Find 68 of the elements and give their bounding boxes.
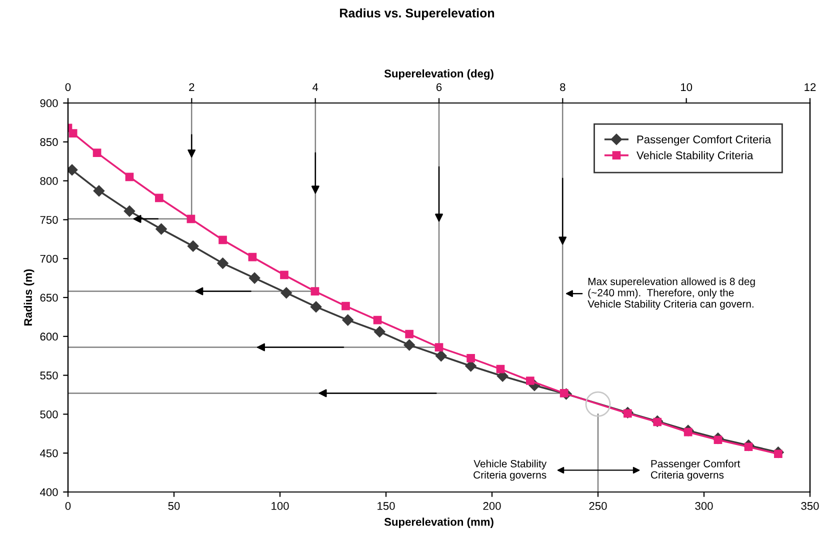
point xyxy=(373,316,382,324)
point xyxy=(434,343,444,352)
y-tick-label: 750 xyxy=(40,216,58,224)
x-tick-label: 100 xyxy=(272,502,289,510)
point xyxy=(92,148,102,157)
x-tick-label: 250 xyxy=(589,502,607,510)
point xyxy=(187,240,199,252)
point xyxy=(154,194,164,202)
annotation: Vehicle Stability Criteria governs xyxy=(474,460,547,481)
x2-tick-label: 6 xyxy=(436,83,442,92)
x2-tick-label: 8 xyxy=(560,83,566,92)
annotation: Max superelevation allowed is 8 deg (~240 mm). Therefore, only the Vehicle Stability Criteria can govern. xyxy=(588,278,755,310)
point xyxy=(404,339,415,351)
point xyxy=(624,409,632,418)
x-tick-label: 350 xyxy=(801,502,819,510)
point xyxy=(405,330,414,338)
y-tick-label: 600 xyxy=(40,332,58,341)
legend-label: Passenger Comfort Criteria xyxy=(637,135,772,146)
point xyxy=(248,252,257,262)
point xyxy=(68,129,78,138)
point xyxy=(125,172,134,182)
point xyxy=(526,376,534,385)
y-tick-label: 400 xyxy=(40,488,58,496)
point xyxy=(156,223,167,235)
x2-axis-title: Superelevation (deg) xyxy=(384,69,494,80)
x-tick-label: 50 xyxy=(168,502,180,510)
x-axis-title: Superelevation (mm) xyxy=(384,518,494,528)
point xyxy=(342,302,350,310)
y-tick-label: 900 xyxy=(40,99,58,108)
point xyxy=(186,214,196,224)
x-tick-label: 300 xyxy=(695,502,713,510)
point xyxy=(560,389,568,398)
point xyxy=(436,350,447,362)
x-tick-label: 200 xyxy=(483,502,501,510)
x2-tick-label: 10 xyxy=(681,83,692,92)
x-tick-label: 0 xyxy=(65,502,71,510)
point xyxy=(280,270,288,280)
point xyxy=(342,314,354,326)
y-axis-title: Radius (m) xyxy=(24,269,34,326)
point xyxy=(217,258,228,269)
point xyxy=(684,428,692,436)
y-tick-label: 650 xyxy=(40,294,58,302)
x2-tick-label: 4 xyxy=(312,83,318,91)
point xyxy=(248,272,260,284)
x-tick-label: 150 xyxy=(378,502,395,510)
point xyxy=(310,287,320,296)
y-tick-label: 500 xyxy=(40,410,58,418)
point xyxy=(466,354,475,362)
legend-label: Vehicle Stability Criteria xyxy=(636,151,754,162)
chart-title: Radius vs. Superelevation xyxy=(340,8,494,20)
point xyxy=(496,364,505,374)
x2-tick-label: 2 xyxy=(189,83,194,91)
point xyxy=(124,206,136,217)
annotation: Passenger Comfort Criteria governs xyxy=(651,460,740,481)
point xyxy=(218,236,227,244)
x2-tick-label: 12 xyxy=(804,83,816,91)
y-tick-label: 850 xyxy=(40,138,58,146)
point xyxy=(310,301,322,312)
x2-tick-label: 0 xyxy=(65,83,71,92)
y-tick-label: 800 xyxy=(40,177,58,185)
point xyxy=(280,287,292,298)
point xyxy=(68,164,78,176)
point xyxy=(585,391,611,417)
y-tick-label: 450 xyxy=(40,449,58,458)
point xyxy=(93,185,105,197)
point xyxy=(374,326,386,338)
y-tick-label: 700 xyxy=(40,254,58,263)
y-tick-label: 550 xyxy=(40,372,58,380)
